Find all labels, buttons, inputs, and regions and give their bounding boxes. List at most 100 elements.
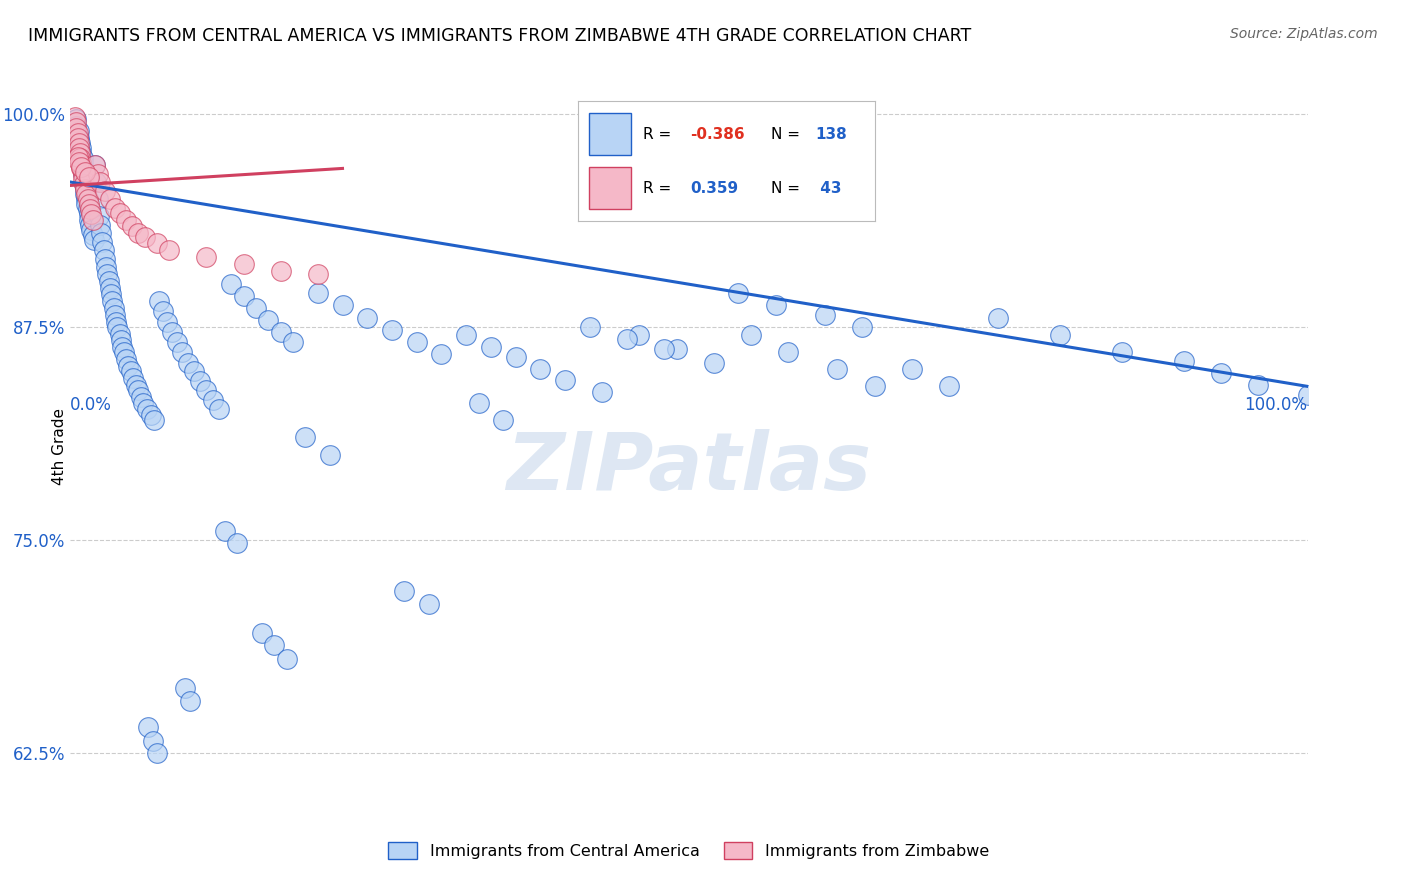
Point: [67, 154, 90, 169]
Point: [219, 277, 242, 292]
Point: [270, 263, 292, 277]
Point: [776, 345, 799, 359]
Point: [467, 396, 489, 410]
Point: [152, 304, 174, 318]
Point: [148, 294, 170, 309]
Point: [82, 212, 104, 227]
Point: [529, 362, 551, 376]
Point: [121, 219, 143, 234]
Point: [195, 250, 218, 264]
Point: [136, 720, 159, 734]
Point: [418, 598, 440, 612]
Point: [143, 413, 166, 427]
Point: [232, 257, 254, 271]
Point: [863, 379, 886, 393]
Point: [75, 197, 97, 211]
Point: [69, 151, 91, 165]
Point: [938, 379, 960, 393]
Point: [105, 319, 128, 334]
Point: [76, 202, 98, 217]
Point: [115, 212, 138, 227]
Point: [652, 342, 675, 356]
Point: [430, 347, 453, 361]
Point: [195, 383, 218, 397]
Point: [69, 146, 91, 161]
Point: [591, 384, 613, 399]
Point: [381, 323, 404, 337]
Point: [827, 362, 849, 376]
Point: [1173, 354, 1195, 368]
Point: [70, 141, 93, 155]
Point: [67, 124, 90, 138]
Point: [65, 119, 87, 133]
Point: [1247, 377, 1270, 392]
Point: [77, 169, 100, 184]
Point: [72, 171, 94, 186]
Point: [740, 328, 762, 343]
Text: 0.0%: 0.0%: [70, 396, 112, 414]
Point: [851, 319, 873, 334]
Point: [276, 652, 298, 666]
Point: [270, 325, 292, 339]
Point: [174, 681, 197, 695]
Point: [332, 298, 354, 312]
Text: ZIPatlas: ZIPatlas: [506, 429, 872, 508]
Point: [108, 326, 131, 341]
Point: [96, 260, 118, 275]
Point: [105, 315, 128, 329]
Point: [104, 201, 127, 215]
Point: [70, 161, 93, 176]
Point: [394, 583, 416, 598]
Point: [177, 355, 200, 369]
Point: [77, 207, 100, 221]
Point: [117, 359, 139, 373]
Point: [111, 340, 134, 354]
Point: [127, 383, 149, 397]
Text: Source: ZipAtlas.com: Source: ZipAtlas.com: [1230, 27, 1378, 41]
Point: [628, 328, 651, 343]
Point: [179, 694, 201, 708]
Point: [98, 280, 121, 294]
Point: [72, 167, 94, 181]
Point: [79, 218, 101, 232]
Point: [579, 319, 602, 334]
Point: [72, 151, 94, 165]
Point: [91, 235, 114, 249]
Point: [134, 229, 156, 244]
Point: [75, 192, 97, 206]
Point: [72, 167, 94, 181]
Point: [96, 267, 118, 281]
Point: [814, 308, 837, 322]
Point: [67, 136, 90, 150]
Point: [97, 274, 120, 288]
Point: [93, 243, 115, 257]
Point: [208, 401, 231, 416]
Point: [765, 298, 787, 312]
Point: [479, 340, 502, 354]
Point: [139, 409, 162, 423]
Legend: Immigrants from Central America, Immigrants from Zimbabwe: Immigrants from Central America, Immigra…: [382, 836, 995, 865]
Point: [554, 373, 576, 387]
Point: [307, 285, 329, 300]
Point: [294, 430, 316, 444]
Point: [112, 345, 135, 359]
Point: [98, 192, 121, 206]
Point: [201, 392, 224, 407]
Point: [103, 301, 125, 315]
Point: [89, 218, 111, 232]
Point: [1209, 366, 1232, 380]
Point: [77, 212, 100, 227]
Point: [226, 536, 249, 550]
Point: [146, 236, 169, 251]
Point: [94, 252, 117, 266]
Point: [987, 311, 1010, 326]
Point: [100, 287, 122, 301]
Point: [87, 209, 110, 223]
Point: [75, 182, 97, 196]
Point: [120, 364, 142, 378]
Point: [84, 158, 107, 172]
Point: [65, 112, 87, 126]
Point: [129, 390, 152, 404]
Point: [86, 167, 108, 181]
Point: [146, 746, 169, 760]
